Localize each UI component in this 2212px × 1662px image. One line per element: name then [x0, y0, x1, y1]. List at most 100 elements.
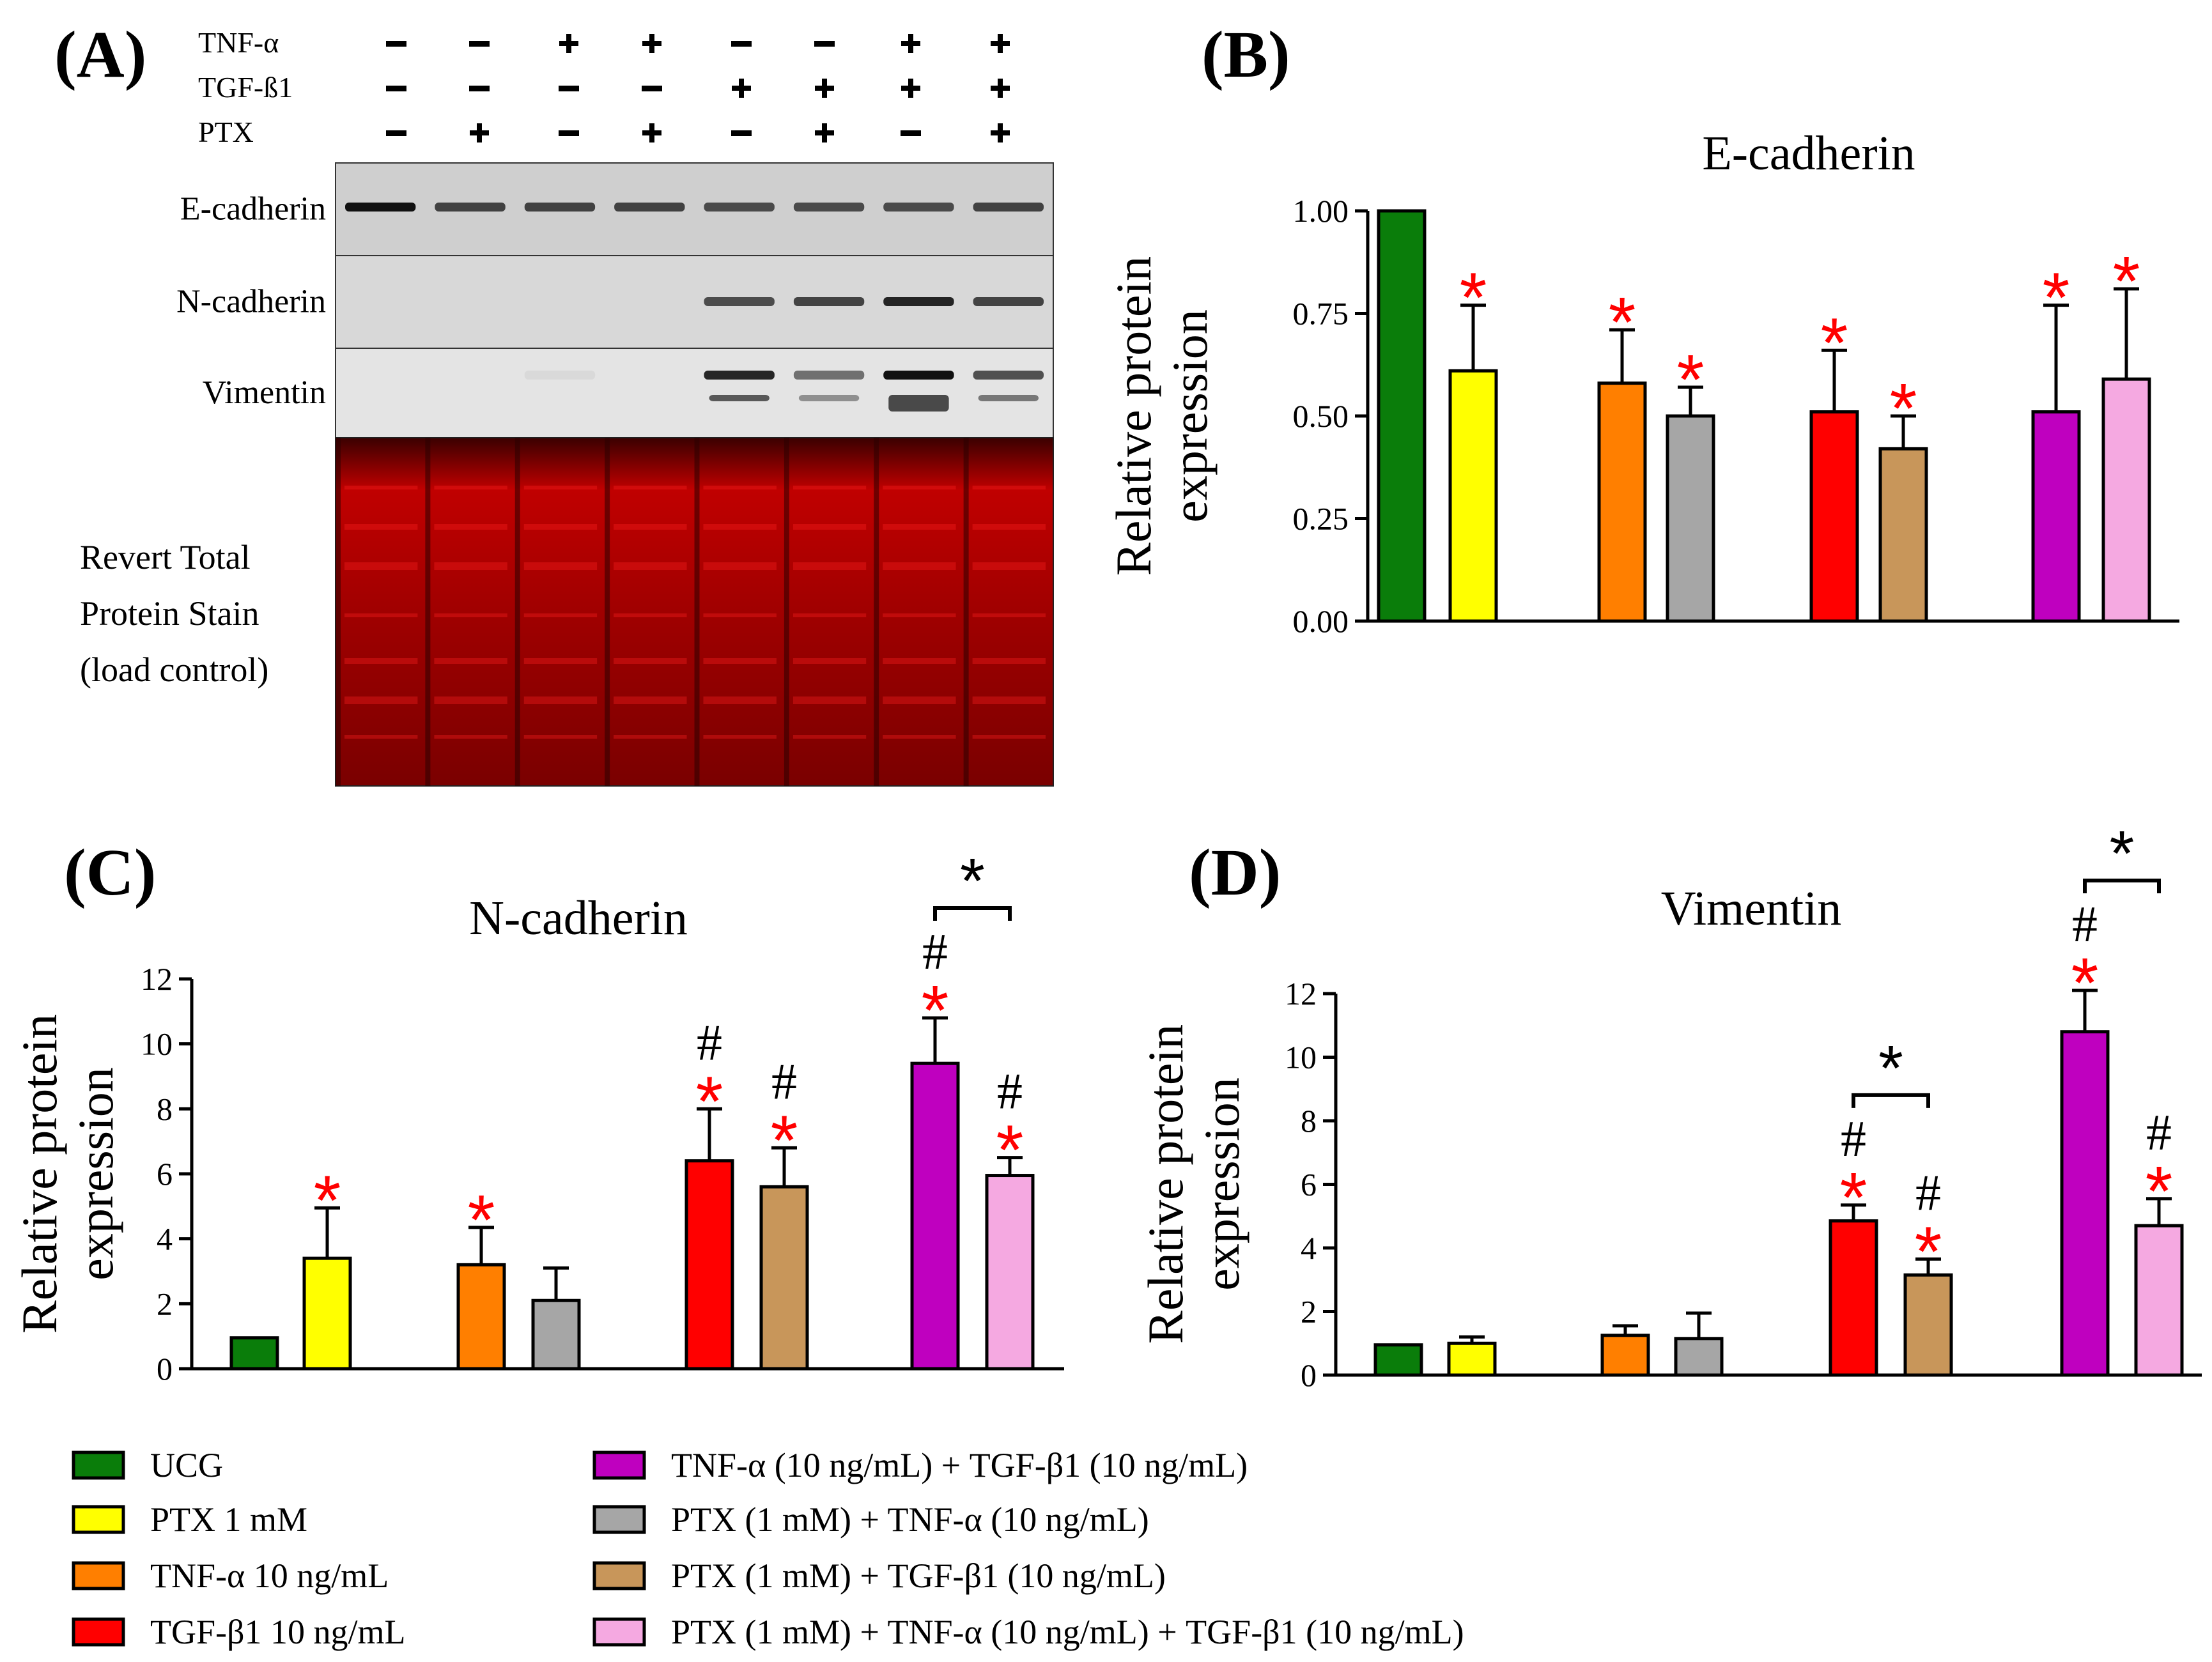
stain-band — [883, 524, 956, 530]
protein-band — [793, 203, 865, 212]
bar-gray — [1674, 1337, 1724, 1377]
plus-sign-stem — [998, 123, 1003, 142]
protein-band — [793, 297, 865, 306]
y-tick-label: 10 — [1285, 1040, 1317, 1075]
stain-band — [434, 658, 507, 664]
bracket-star: * — [2110, 818, 2135, 889]
chart-n-cadherin: N-cadherin Relative proteinexpression 0 2 4 6… — [12, 845, 1064, 1387]
y-axis-label: Relative proteinexpression — [12, 1014, 123, 1334]
minus-sign — [901, 130, 921, 136]
protein-band — [704, 371, 775, 380]
blot-strip — [335, 348, 1054, 438]
protein-band — [793, 371, 865, 380]
legend-swatch — [592, 1561, 646, 1590]
bar-tan — [1903, 1273, 1953, 1377]
y-tick-label: 0 — [157, 1351, 173, 1387]
bar-pink — [2101, 377, 2151, 623]
stain-band — [523, 658, 598, 664]
plus-sign-stem — [649, 123, 654, 142]
significance-star: * — [1609, 283, 1636, 362]
stain-band — [434, 524, 507, 530]
bar-green — [229, 1336, 279, 1371]
legend-label: PTX (1 mM) + TNF-α (10 ng/mL) — [671, 1500, 1149, 1539]
significance-star: * — [2043, 259, 2070, 337]
y-tick-label: 4 — [157, 1221, 173, 1257]
plus-sign-stem — [822, 79, 827, 98]
panel-label-a: (A) — [54, 18, 146, 91]
legend-swatch — [72, 1561, 125, 1590]
protein-band — [704, 203, 775, 212]
bar-tan — [1878, 447, 1928, 623]
stain-band — [614, 613, 687, 617]
comparison-bracket — [933, 906, 1012, 921]
bar-orange — [1597, 381, 1647, 623]
lane-gap — [694, 438, 700, 786]
stain-band — [614, 486, 687, 489]
plus-sign-stem — [998, 79, 1003, 98]
stain-band — [972, 524, 1046, 530]
legend-swatch — [72, 1450, 125, 1480]
stain-band — [344, 696, 418, 704]
legend-swatch — [72, 1505, 125, 1534]
stain-band — [523, 486, 598, 489]
comparison-bracket — [2083, 879, 2161, 894]
band-label: E-cadherin — [180, 191, 326, 227]
protein-band — [524, 203, 596, 212]
stain-band — [344, 562, 418, 570]
protein-band — [973, 371, 1044, 380]
stain-label: Protein Stain — [80, 594, 259, 633]
stain-band — [883, 696, 956, 704]
stain-band — [972, 735, 1046, 739]
significance-hash: # — [1841, 1111, 1866, 1167]
y-tick-label: 8 — [157, 1091, 173, 1127]
protein-band — [883, 203, 954, 212]
comparison-bracket — [1852, 1093, 1930, 1108]
minus-sign — [559, 130, 579, 136]
minus-sign — [386, 41, 406, 47]
legend-swatch — [72, 1617, 125, 1647]
protein-band — [973, 297, 1044, 306]
stain-band — [523, 524, 598, 530]
stain-band — [434, 613, 507, 617]
minus-sign — [731, 130, 752, 136]
stain-band — [883, 486, 956, 489]
bar-purple — [2060, 1030, 2110, 1377]
stain-band — [614, 735, 687, 739]
stain-band — [703, 735, 777, 739]
minus-sign — [814, 41, 835, 47]
minus-sign — [642, 86, 662, 91]
significance-star: * — [2071, 944, 2099, 1022]
stain-band — [793, 486, 867, 489]
plus-sign-stem — [998, 34, 1003, 53]
band-label: Vimentin — [203, 374, 326, 411]
y-tick-label: 10 — [141, 1026, 173, 1062]
significance-hash: # — [697, 1015, 722, 1071]
bar-orange — [1600, 1334, 1650, 1377]
minus-sign — [469, 86, 490, 91]
lane-gap — [874, 438, 879, 786]
significance-star: * — [1677, 341, 1705, 419]
bar-tan — [759, 1185, 809, 1371]
stain-label: Revert Total — [80, 538, 251, 576]
minus-sign — [469, 41, 490, 47]
significance-hash: # — [2072, 896, 2098, 953]
bar-purple — [2031, 410, 2081, 623]
significance-star: * — [696, 1062, 723, 1141]
plus-sign-stem — [822, 123, 827, 142]
legend-swatch — [592, 1505, 646, 1534]
minus-sign — [386, 86, 406, 91]
protein-band — [973, 203, 1044, 212]
minus-sign — [386, 130, 406, 136]
y-tick-label: 12 — [141, 961, 173, 997]
plus-sign-stem — [477, 123, 482, 142]
stain-band — [703, 486, 777, 489]
protein-band-lower — [709, 395, 770, 401]
y-tick-label: 0.00 — [1293, 603, 1349, 639]
treatment-row-label: TNF-α — [198, 26, 279, 59]
stain-band — [972, 696, 1046, 704]
y-tick-label: 4 — [1301, 1230, 1317, 1266]
plus-sign-stem — [566, 34, 571, 53]
legend-swatch — [592, 1450, 646, 1480]
stain-band — [344, 613, 418, 617]
